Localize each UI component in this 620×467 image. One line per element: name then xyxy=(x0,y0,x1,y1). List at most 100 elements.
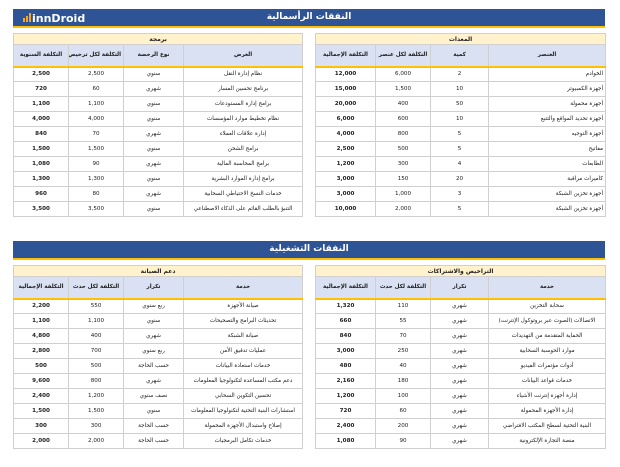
table-cell: 1,080 xyxy=(12,156,70,172)
column-header: التكلفة لكل عنصر xyxy=(375,44,432,68)
table-cell: 40 xyxy=(375,358,432,374)
table-cell: 110 xyxy=(375,298,432,314)
table-cell: صيانة الأجهزة xyxy=(183,298,304,314)
table-cell: 90 xyxy=(68,156,125,172)
table-cell: دعم مكتب المساعدة لتكنولوجيا المعلومات xyxy=(183,373,304,389)
table-cell: 400 xyxy=(68,328,125,344)
table-cell: 840 xyxy=(314,328,377,344)
table-row: مفاتيح 5 500 2,500 xyxy=(314,141,607,157)
table-cell: شهري xyxy=(430,403,490,419)
table-cell: 6,000 xyxy=(314,111,377,127)
table-cell: 1,320 xyxy=(314,298,377,314)
table-cell: حسب الحاجة xyxy=(123,433,185,449)
section-title: التراخيص والاشتراكات xyxy=(314,265,607,277)
table-row: إدارة أجهزة إنترنت الأشياء شهري 100 1,200 xyxy=(314,388,607,404)
table-cell: 1,300 xyxy=(12,171,70,187)
table-cell: شهري xyxy=(430,313,490,329)
table-cell: سنوي xyxy=(123,66,185,82)
table-row: تحديثات البرامج والتصحيحات سنوي 1,100 1,100 xyxy=(12,313,304,329)
table-cell: 3,000 xyxy=(314,171,377,187)
table-cell: 20 xyxy=(430,171,490,187)
table-cell: إدارة الأجهزة المحمولة xyxy=(488,403,607,419)
table-row: إدارة علاقات العملاء شهري 70 840 xyxy=(12,126,304,142)
table-cell: 12,000 xyxy=(314,66,377,82)
table-cell: 2,500 xyxy=(314,141,377,157)
table-cell: سحابة التخزين xyxy=(488,298,607,314)
table-cell: أجهزة تحديد المواقع والتتبع xyxy=(488,111,607,127)
table-cell: خدمات تكامل البرمجيات xyxy=(183,433,304,449)
table-cell: 70 xyxy=(68,126,125,142)
table-cell: 60 xyxy=(68,81,125,97)
table-row: إدارة الأجهزة المحمولة شهري 60 720 xyxy=(314,403,607,419)
column-header: خدمة xyxy=(488,276,607,300)
maintenance-table: دعم الصيانة خدمة تكرار التكلفة لكل حدث التكل… xyxy=(12,265,304,449)
capex-title-bar: innDroid النفقات الرأسمالية xyxy=(13,9,605,28)
table-row: برامج المحاسبة المالية شهري 90 1,080 xyxy=(12,156,304,172)
table-cell: 1,500 xyxy=(375,81,432,97)
table-cell: شهري xyxy=(430,298,490,314)
table-cell: 660 xyxy=(314,313,377,329)
table-cell: كاميرات مراقبة xyxy=(488,171,607,187)
table-cell: شهري xyxy=(430,343,490,359)
table-cell: 4 xyxy=(430,156,490,172)
table-cell: 500 xyxy=(12,358,70,374)
table-cell: 800 xyxy=(68,373,125,389)
table-cell: سنوي xyxy=(123,96,185,112)
table-cell: 2,000 xyxy=(375,201,432,217)
table-cell: 1,100 xyxy=(12,313,70,329)
table-row: برامج إدارة المستودعات سنوي 1,100 1,100 xyxy=(12,96,304,112)
table-cell: 3,000 xyxy=(314,186,377,202)
table-cell: سنوي xyxy=(123,313,185,329)
equipment-table: المعدات العنصر كمية التكلفة لكل عنصر التكلفة… xyxy=(314,33,607,217)
table-row: أجهزة الكمبيوتر 10 1,500 15,000 xyxy=(314,81,607,97)
table-cell: خدمات استعادة البيانات xyxy=(183,358,304,374)
table-cell: 250 xyxy=(375,343,432,359)
table-cell: نصف سنوي xyxy=(123,388,185,404)
table-cell: 700 xyxy=(68,343,125,359)
table-cell: تحسين التكوين السحابي xyxy=(183,388,304,404)
table-row: الحماية المتقدمة من التهديدات شهري 70 840 xyxy=(314,328,607,344)
column-header: نوع الرخصة xyxy=(123,44,185,68)
table-cell: منصة التجارة الإلكترونية xyxy=(488,433,607,449)
table-row: صيانة الشبكة شهري 400 4,800 xyxy=(12,328,304,344)
table-cell: تحديثات البرامج والتصحيحات xyxy=(183,313,304,329)
table-cell: الحماية المتقدمة من التهديدات xyxy=(488,328,607,344)
table-cell: الطابعات xyxy=(488,156,607,172)
table-cell: صيانة الشبكة xyxy=(183,328,304,344)
table-cell: 720 xyxy=(314,403,377,419)
table-row: أجهزة تخزين الشبكة 5 2,000 10,000 xyxy=(314,201,607,217)
table-cell: الاتصالات (الصوت عبر بروتوكول الإنترنت) xyxy=(488,313,607,329)
column-header: العنصر xyxy=(488,44,607,68)
table-cell: 9,600 xyxy=(12,373,70,389)
table-cell: شهري xyxy=(123,373,185,389)
table-cell: شهري xyxy=(123,186,185,202)
table-row: دعم مكتب المساعدة لتكنولوجيا المعلومات شه… xyxy=(12,373,304,389)
table-cell: 4,800 xyxy=(12,328,70,344)
table-row: الاتصالات (الصوت عبر بروتوكول الإنترنت) ش… xyxy=(314,313,607,329)
table-row: أجهزة تحديد المواقع والتتبع 10 600 6,000 xyxy=(314,111,607,127)
table-cell: 20,000 xyxy=(314,96,377,112)
table-cell: 1,100 xyxy=(68,96,125,112)
table-cell: خدمات قواعد البيانات xyxy=(488,373,607,389)
table-cell: 50 xyxy=(430,96,490,112)
table-cell: 800 xyxy=(375,126,432,142)
table-row: الخوادم 2 6,000 12,000 xyxy=(314,66,607,82)
table-cell: 4,000 xyxy=(68,111,125,127)
table-cell: أجهزة الكمبيوتر xyxy=(488,81,607,97)
table-cell: 4,000 xyxy=(314,126,377,142)
table-row: خدمات النسخ الاحتياطي السحابية شهري 80 960 xyxy=(12,186,304,202)
table-row: البنية التحتية لسطح المكتب الافتراضي شهري… xyxy=(314,418,607,434)
table-cell: شهري xyxy=(430,433,490,449)
column-header: التكلفة لكل حدث xyxy=(68,276,125,300)
table-cell: 2,000 xyxy=(68,433,125,449)
table-cell: 2,400 xyxy=(314,418,377,434)
table-cell: أجهزة محمولة xyxy=(488,96,607,112)
table-cell: 4,000 xyxy=(12,111,70,127)
table-cell: 720 xyxy=(12,81,70,97)
table-cell: نظام تخطيط موارد المؤسسات xyxy=(183,111,304,127)
table-cell: البنية التحتية لسطح المكتب الافتراضي xyxy=(488,418,607,434)
table-cell: 180 xyxy=(375,373,432,389)
table-cell: 2,000 xyxy=(12,433,70,449)
table-cell: 840 xyxy=(12,126,70,142)
table-cell: 80 xyxy=(68,186,125,202)
